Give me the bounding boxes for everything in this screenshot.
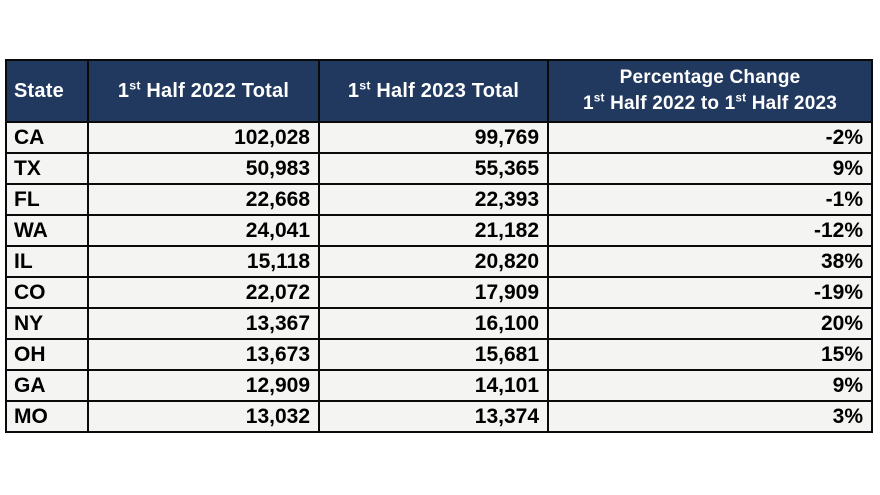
total-2023-cell: 13,374 — [320, 402, 549, 431]
superscript-st: st — [129, 77, 141, 92]
total-2022-cell: 15,118 — [89, 247, 320, 276]
state-cell: TX — [7, 154, 89, 183]
table-row: MO 13,032 13,374 3% — [7, 402, 871, 431]
total-2023-cell: 21,182 — [320, 216, 549, 245]
header-state: State — [7, 61, 89, 121]
total-2023-cell: 14,101 — [320, 371, 549, 400]
table-row: GA 12,909 14,101 9% — [7, 371, 871, 402]
percentage-change-cell: -12% — [549, 216, 871, 245]
percentage-change-cell: -2% — [549, 123, 871, 152]
table-row: IL 15,118 20,820 38% — [7, 247, 871, 278]
header-percentage-change: Percentage Change 1st Half 2022 to 1st H… — [549, 61, 871, 121]
state-cell: CA — [7, 123, 89, 152]
table-row: OH 13,673 15,681 15% — [7, 340, 871, 371]
total-2022-cell: 24,041 — [89, 216, 320, 245]
total-2022-cell: 22,072 — [89, 278, 320, 307]
table-row: TX 50,983 55,365 9% — [7, 154, 871, 185]
percentage-change-cell: -1% — [549, 185, 871, 214]
state-cell: IL — [7, 247, 89, 276]
percentage-change-cell: 38% — [549, 247, 871, 276]
total-2023-cell: 15,681 — [320, 340, 549, 369]
header-percentage-change-line2: 1st Half 2022 to 1st Half 2023 — [582, 91, 838, 114]
table-header-row: State 1st Half 2022 Total 1st Half 2023 … — [7, 61, 871, 123]
header-2022-total: 1st Half 2022 Total — [89, 61, 320, 121]
total-2022-cell: 13,367 — [89, 309, 320, 338]
state-cell: MO — [7, 402, 89, 431]
state-cell: FL — [7, 185, 89, 214]
table-row: NY 13,367 16,100 20% — [7, 309, 871, 340]
percentage-change-cell: -19% — [549, 278, 871, 307]
total-2023-cell: 22,393 — [320, 185, 549, 214]
percentage-change-cell: 9% — [549, 371, 871, 400]
total-2023-cell: 20,820 — [320, 247, 549, 276]
table-row: CO 22,072 17,909 -19% — [7, 278, 871, 309]
percentage-change-cell: 9% — [549, 154, 871, 183]
state-cell: NY — [7, 309, 89, 338]
percentage-change-cell: 20% — [549, 309, 871, 338]
percentage-change-cell: 3% — [549, 402, 871, 431]
total-2022-cell: 22,668 — [89, 185, 320, 214]
total-2023-cell: 99,769 — [320, 123, 549, 152]
state-cell: GA — [7, 371, 89, 400]
state-cell: WA — [7, 216, 89, 245]
total-2022-cell: 102,028 — [89, 123, 320, 152]
header-percentage-change-line1: Percentage Change — [619, 67, 801, 88]
total-2022-cell: 13,032 — [89, 402, 320, 431]
total-2022-cell: 12,909 — [89, 371, 320, 400]
percentage-change-cell: 15% — [549, 340, 871, 369]
header-2023-total: 1st Half 2023 Total — [320, 61, 549, 121]
header-state-label: State — [14, 79, 64, 102]
table-body: CA 102,028 99,769 -2% TX 50,983 55,365 9… — [7, 123, 871, 431]
superscript-st: st — [359, 77, 371, 92]
total-2023-cell: 16,100 — [320, 309, 549, 338]
header-2022-total-label: 1st Half 2022 Total — [117, 77, 290, 102]
total-2022-cell: 50,983 — [89, 154, 320, 183]
total-2023-cell: 17,909 — [320, 278, 549, 307]
state-cell: CO — [7, 278, 89, 307]
total-2022-cell: 13,673 — [89, 340, 320, 369]
state-totals-table: State 1st Half 2022 Total 1st Half 2023 … — [5, 59, 873, 433]
superscript-st: st — [735, 91, 747, 105]
table-row: CA 102,028 99,769 -2% — [7, 123, 871, 154]
table-row: FL 22,668 22,393 -1% — [7, 185, 871, 216]
header-2023-total-label: 1st Half 2023 Total — [347, 77, 520, 102]
superscript-st: st — [593, 91, 605, 105]
state-cell: OH — [7, 340, 89, 369]
table-row: WA 24,041 21,182 -12% — [7, 216, 871, 247]
total-2023-cell: 55,365 — [320, 154, 549, 183]
